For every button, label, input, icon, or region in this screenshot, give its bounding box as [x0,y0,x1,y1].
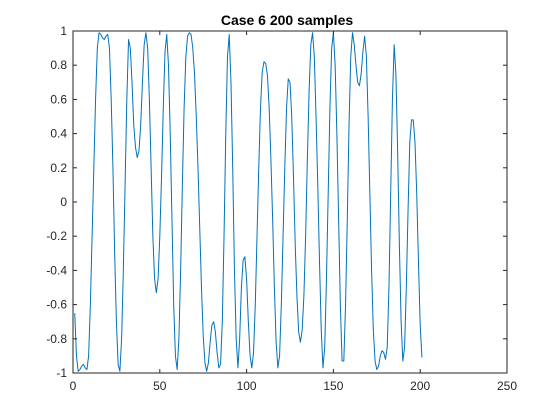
series-layer [74,32,423,372]
y-tick-label: 0.2 [50,161,67,175]
x-tick-label: 0 [70,379,77,393]
y-tick-label: 0.8 [50,58,67,72]
x-tick-label: 50 [153,379,167,393]
y-axis-ticks: -1 -0.8 -0.6 -0.4 -0.2 0 0.2 0.4 0.6 0.8 1 [46,24,507,380]
y-tick-label: -0.6 [46,298,67,312]
y-tick-label: 0 [60,195,67,209]
y-tick-label: -0.8 [46,332,67,346]
x-tick-label: 250 [497,379,517,393]
y-tick-label: 1 [60,24,67,38]
x-tick-label: 200 [410,379,430,393]
y-tick-label: 0.6 [50,92,67,106]
x-tick-label: 150 [323,379,343,393]
x-tick-label: 100 [237,379,257,393]
x-axis-ticks: 0 50 100 150 200 250 [70,31,517,393]
y-tick-label: -0.4 [46,263,67,277]
y-tick-label: -0.2 [46,229,67,243]
series-line-1 [74,32,423,372]
y-tick-label: -1 [56,366,67,380]
chart-title: Case 6 200 samples [221,12,354,28]
y-tick-label: 0.4 [50,127,67,141]
